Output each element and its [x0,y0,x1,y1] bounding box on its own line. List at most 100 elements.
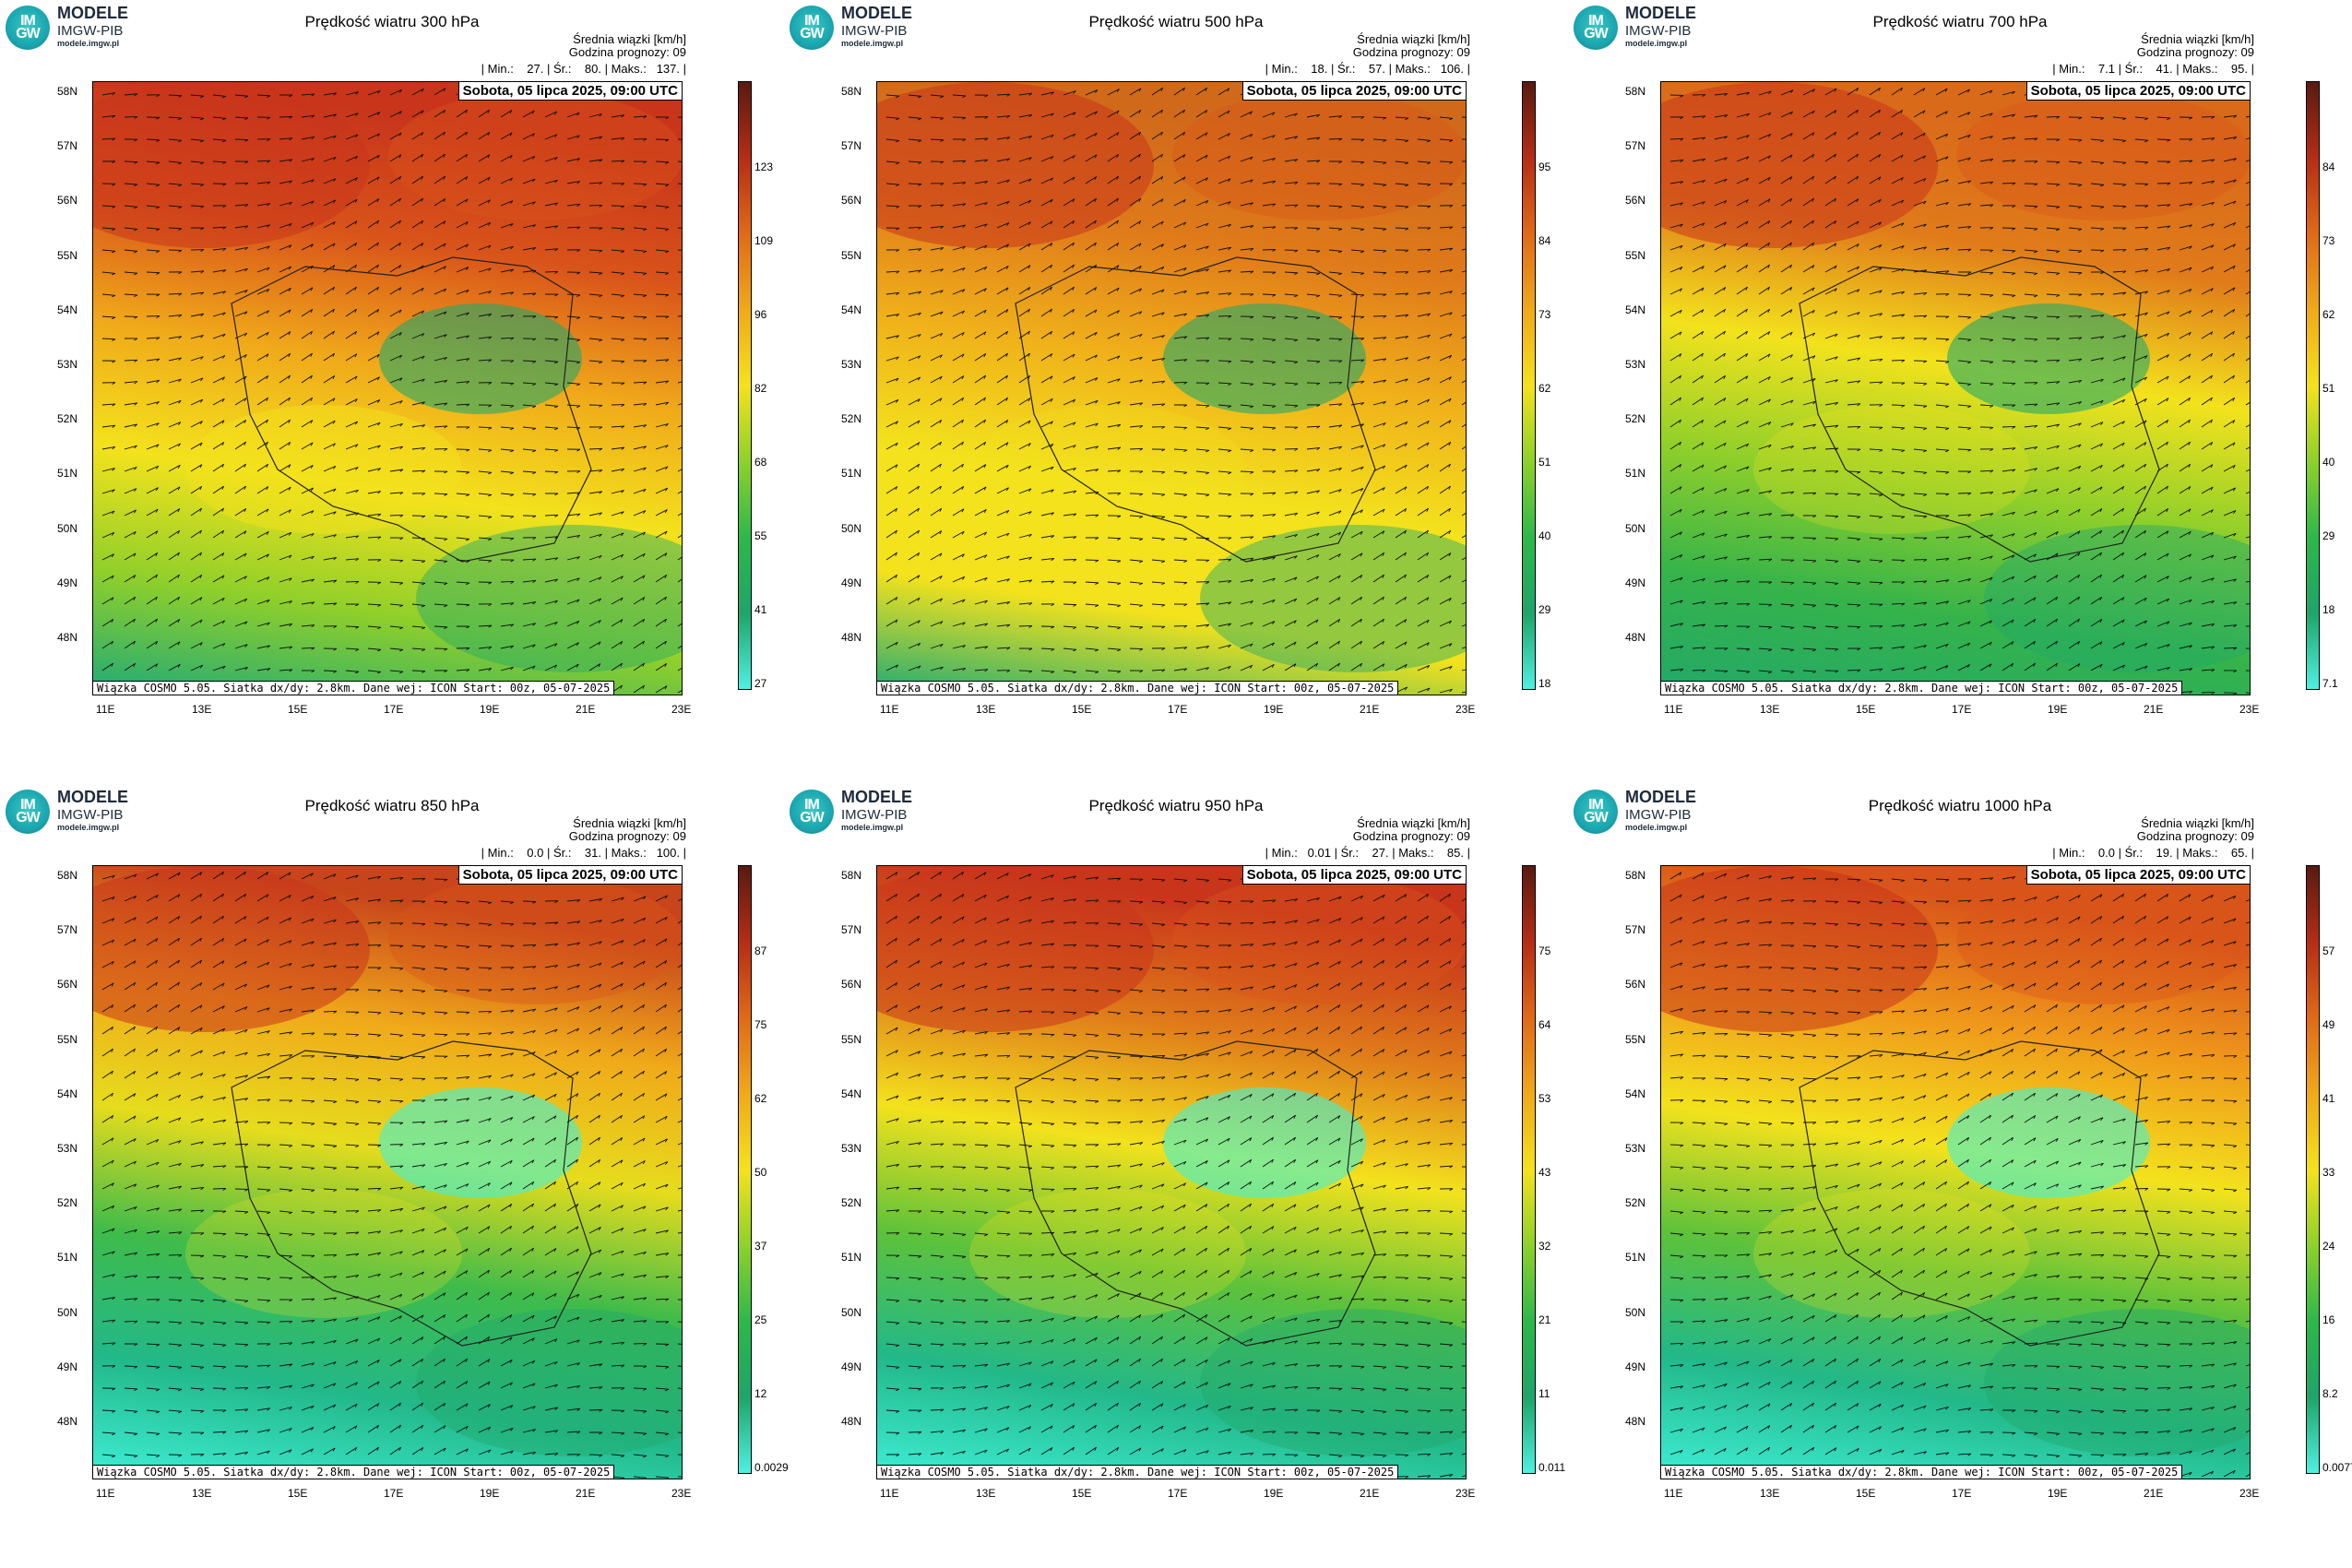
wind-arrow [212,291,226,295]
wind-arrow-head [466,945,470,949]
wind-arrow [952,530,965,539]
wind-arrow-head [1073,581,1077,585]
wind-arrow [1824,265,1837,273]
wind-arrow-head [1028,398,1031,402]
wind-arrow [1461,490,1466,494]
wind-arrow [1151,537,1165,540]
wind-arrow [279,244,292,251]
wind-arrow [522,201,536,207]
wind-arrow-head [2034,403,2038,407]
wind-panel: IM GW MODELE IMGW-PIB modele.imgw.pl Pręd… [0,784,789,1568]
wind-arrow [1802,355,1816,362]
wind-arrow [124,917,137,924]
wind-arrow [1328,137,1343,140]
wind-arrow-head [1161,516,1166,519]
wind-arrow [190,893,202,902]
wind-arrow-head [488,647,493,650]
wind-arrow [1085,514,1099,517]
wind-arrow-head [1073,513,1077,517]
wind-arrow [2201,266,2214,273]
wind-arrow [1018,488,1032,494]
imgw-logo-icon[interactable]: IM GW [790,6,834,50]
imgw-logo-icon[interactable]: IM GW [6,6,50,50]
wind-arrow-head [620,619,624,624]
wind-arrow [1350,618,1362,627]
wind-speed-map[interactable]: Sobota, 05 lipca 2025, 09:00 UTC Wiązka … [92,865,683,1479]
wind-arrow [1372,227,1386,230]
wind-arrow-head [288,917,291,921]
wind-arrow-head [178,139,183,143]
wind-arrow [1284,404,1299,407]
wind-arrow [1417,355,1431,362]
wind-arrow [1913,269,1927,273]
wind-arrow-head [1272,427,1277,430]
wind-arrow [2179,224,2192,229]
imgw-logo-icon[interactable]: IM GW [6,790,50,834]
wind-arrow [952,576,965,583]
wind-arrow-head [1448,575,1452,579]
wind-arrow [323,602,337,605]
brand-text[interactable]: MODELE IMGW-PIB modele.imgw.pl [57,788,128,832]
wind-arrow [1372,379,1386,384]
brand-text[interactable]: MODELE IMGW-PIB modele.imgw.pl [57,4,128,48]
wind-arrow [1714,601,1728,605]
wind-speed-map[interactable]: Sobota, 05 lipca 2025, 09:00 UTC Wiązka … [92,81,683,695]
wind-arrow-head [940,225,944,229]
wind-arrow-head [1448,398,1452,402]
imgw-logo-icon[interactable]: IM GW [1574,6,1618,50]
wind-arrow-head [554,600,558,604]
lon-label: 17E [384,703,404,716]
wind-arrow-head [1680,202,1683,206]
wind-arrow [101,531,114,539]
wind-arrow [279,962,292,968]
wind-arrow-head [1427,248,1431,252]
wind-arrow-head [961,486,965,491]
field-blob [1956,91,2250,220]
wind-arrow-head [288,266,292,270]
panel-title: Prędkość wiatru 850 hPa [304,797,480,814]
wind-arrow [908,507,920,517]
wind-arrow [190,356,204,362]
wind-arrow [885,486,898,494]
wind-arrow [1284,663,1297,671]
wind-arrow [2002,533,2015,539]
wind-arrow [256,576,270,583]
wind-arrow-head [354,353,358,358]
wind-arrow-head [288,419,291,423]
wind-arrow-head [2166,354,2169,359]
field-blob [416,1309,682,1456]
wind-arrow-head [1967,157,1971,161]
wind-arrow-head [311,137,315,140]
wind-arrow-head [532,338,537,341]
wind-arrow [389,242,401,251]
wind-arrow-head [1294,204,1299,208]
wind-arrow-head [1878,176,1882,181]
wind-arrow-head [2233,601,2238,605]
wind-arrow-head [311,114,315,118]
wind-arrow [2245,357,2250,362]
wind-arrow-head [983,353,987,358]
wind-arrow [301,397,313,406]
wind-arrow-head [2167,204,2171,208]
wind-arrow-head [621,511,624,515]
brand-text[interactable]: MODELE IMGW-PIB modele.imgw.pl [841,4,912,48]
wind-arrow [1018,113,1032,118]
wind-arrow [1063,603,1077,606]
wind-arrow [2179,419,2191,428]
field-blob [1984,525,2250,672]
lat-label: 56N [841,194,862,208]
wind-arrow [1372,138,1386,141]
wind-arrow [1018,420,1031,428]
wind-arrow-head [376,155,380,159]
wind-arrow [544,622,558,627]
wind-arrow-head [1990,576,1993,581]
wind-arrow [434,603,447,606]
wind-arrow [2156,644,2170,649]
wind-arrow-head [554,493,559,496]
wind-arrow [1669,441,1681,450]
wind-arrow-head [2144,139,2149,143]
wind-speed-map[interactable]: Sobota, 05 lipca 2025, 09:00 UTC Wiązka … [1660,81,2251,695]
wind-arrow [1040,308,1052,317]
wind-speed-map[interactable]: Sobota, 05 lipca 2025, 09:00 UTC Wiązka … [876,81,1467,695]
brand-text[interactable]: MODELE IMGW-PIB modele.imgw.pl [1625,4,1696,48]
